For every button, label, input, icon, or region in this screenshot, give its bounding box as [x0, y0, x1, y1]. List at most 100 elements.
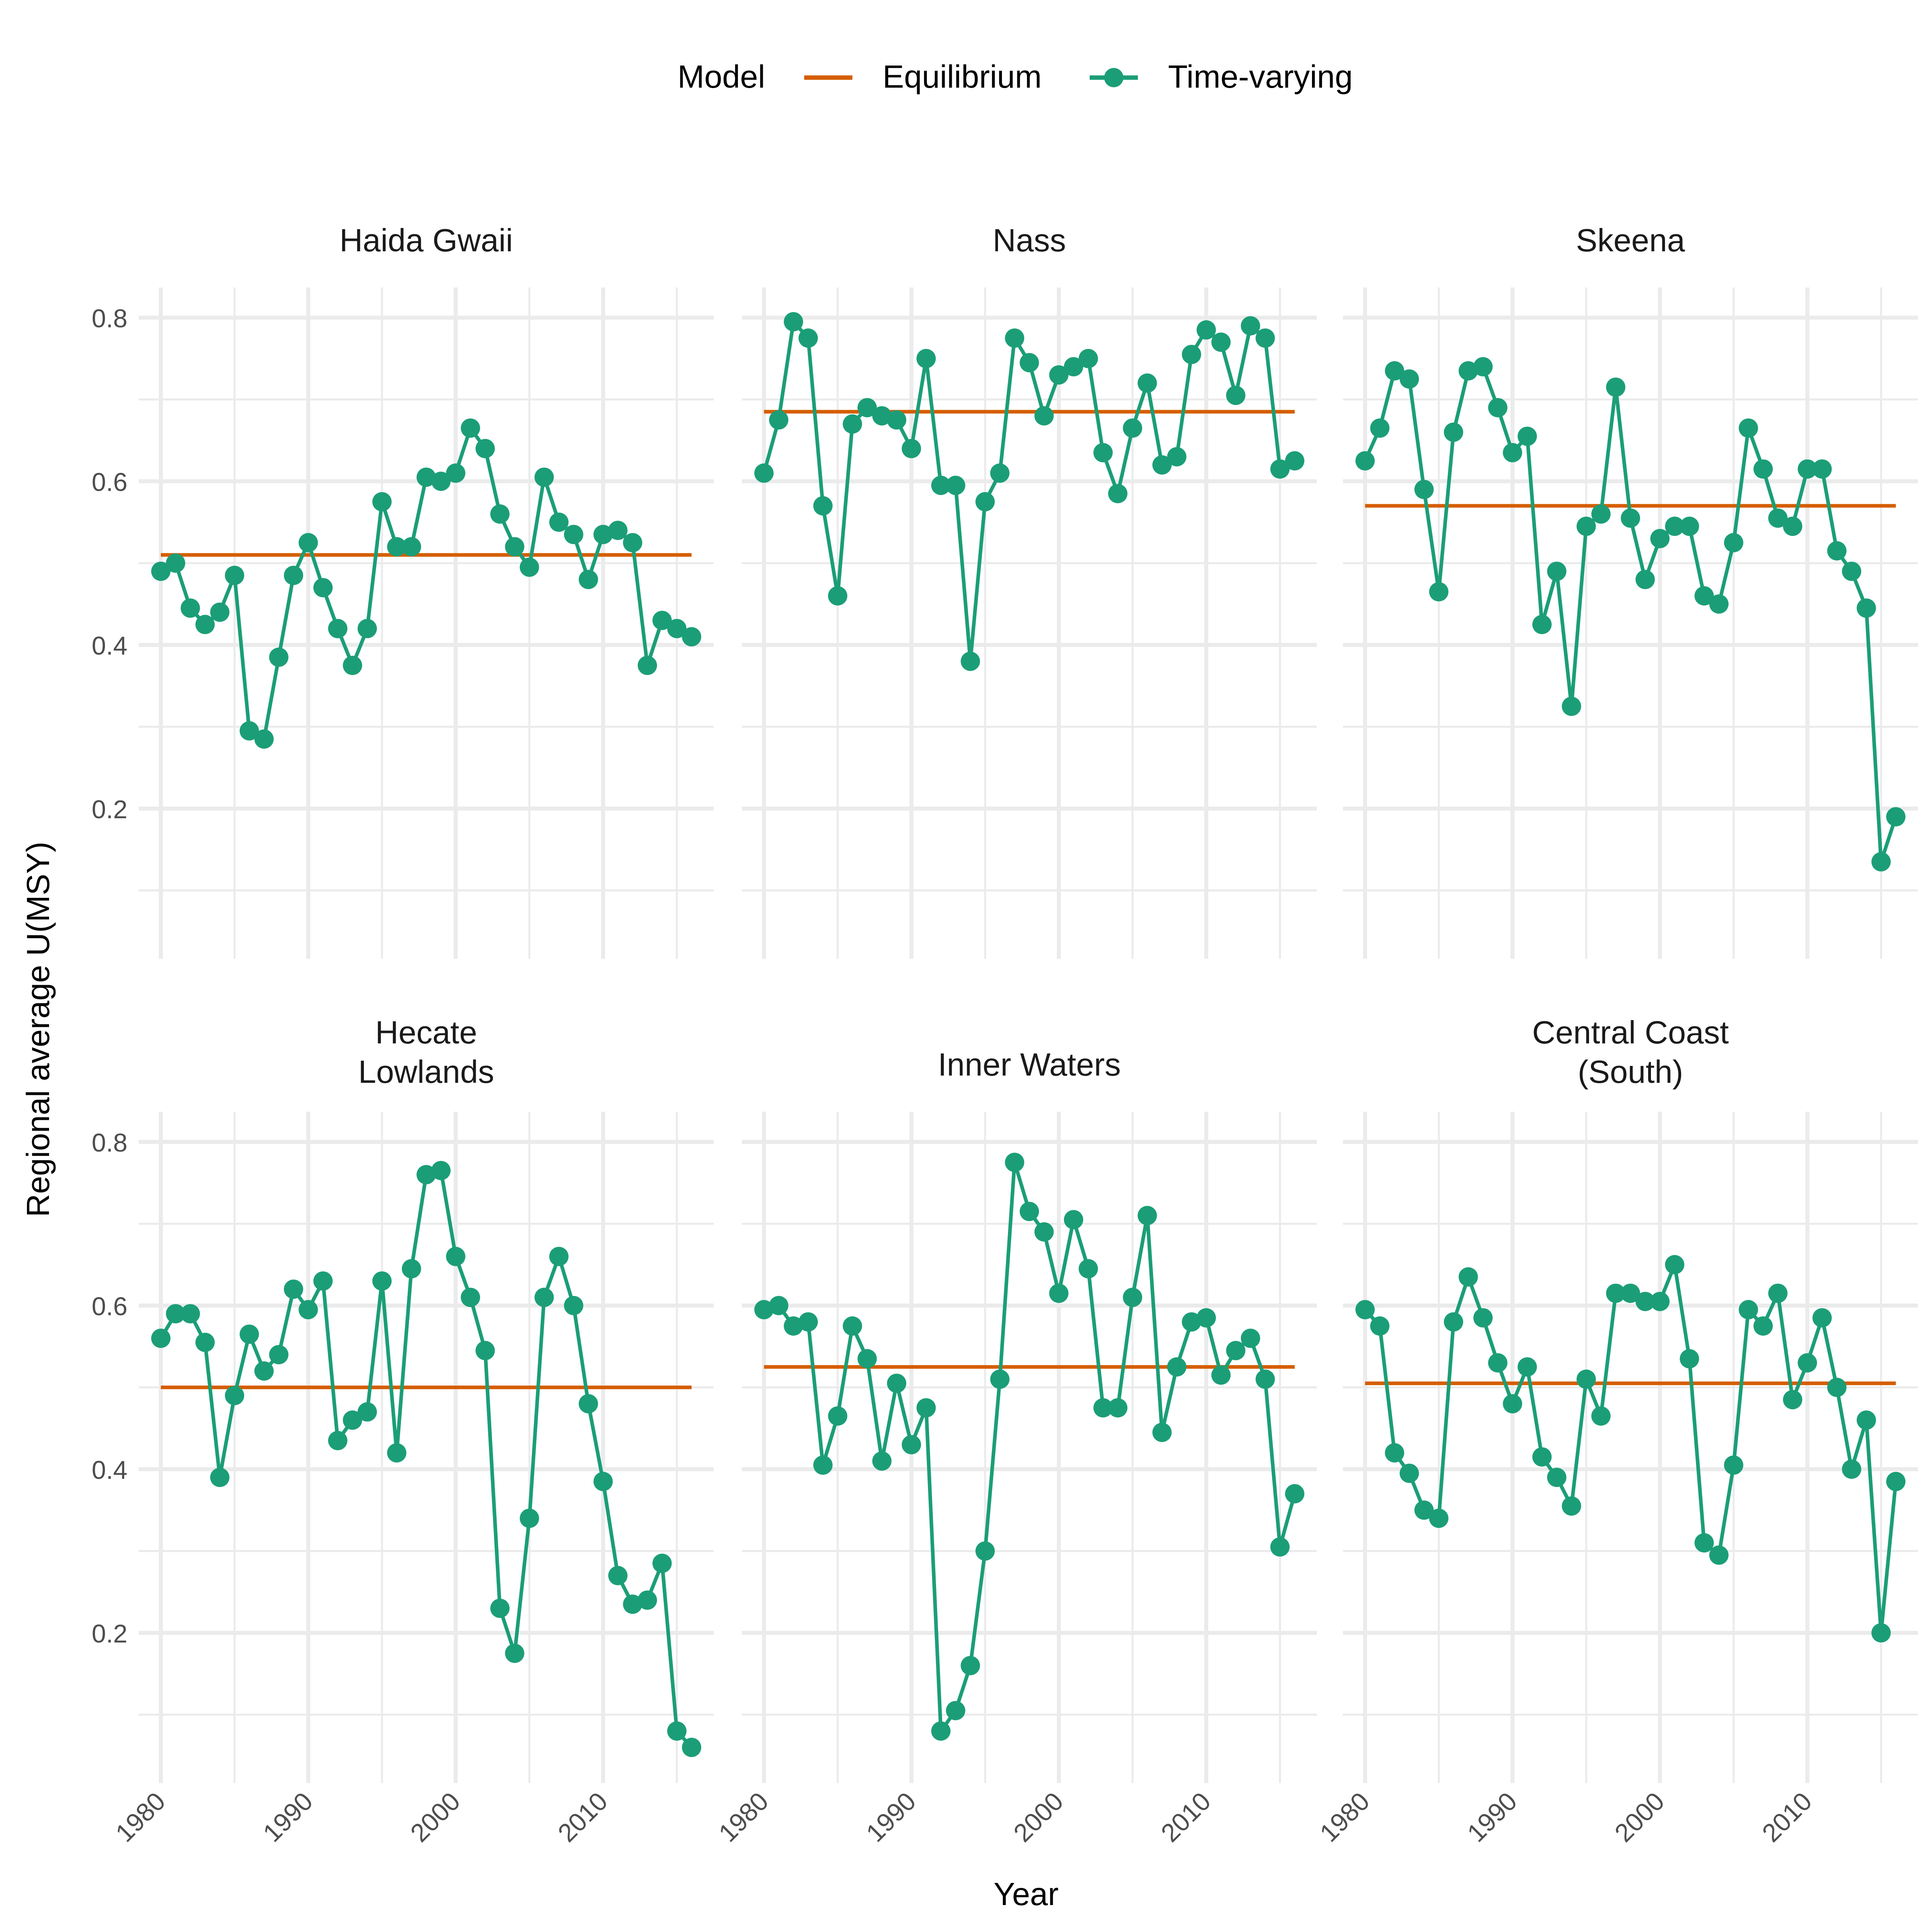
time-varying-point [1241, 316, 1260, 336]
time-varying-point [372, 492, 392, 511]
time-varying-point [1270, 459, 1290, 479]
time-varying-point [1842, 561, 1861, 581]
time-varying-point [1458, 361, 1478, 381]
time-varying-point [1621, 508, 1640, 528]
time-varying-point [372, 1271, 392, 1291]
time-varying-point [1739, 1300, 1758, 1320]
time-varying-point [328, 619, 347, 639]
time-varying-point [402, 537, 421, 556]
time-varying-point [1211, 1365, 1231, 1385]
time-varying-point [549, 1246, 569, 1266]
time-varying-point [357, 619, 377, 639]
time-varying-point [1255, 1369, 1275, 1389]
time-varying-point [638, 1590, 657, 1610]
time-varying-point [1078, 1259, 1098, 1279]
time-varying-point [210, 1468, 230, 1487]
time-varying-point [1064, 357, 1083, 377]
panel-title: Inner Waters [938, 1047, 1121, 1082]
time-varying-point [1255, 328, 1275, 348]
legend-time-varying-label: Time-varying [1168, 59, 1353, 94]
time-varying-point [623, 1594, 643, 1614]
time-varying-point [843, 414, 862, 434]
time-varying-point [1606, 377, 1626, 397]
time-varying-point [519, 1509, 539, 1528]
time-varying-point [1635, 1291, 1655, 1311]
time-varying-point [505, 537, 524, 556]
time-varying-point [519, 557, 539, 577]
facet-panels: Haida Gwaii 0.2 0.4 0.6 0.8 Nass Skeena Hecate L… [92, 222, 1918, 1848]
time-varying-point [1856, 598, 1876, 618]
time-varying-point [579, 570, 598, 589]
y-tick-label: 0.4 [92, 631, 127, 660]
time-varying-point [1285, 451, 1304, 471]
time-varying-point [1182, 345, 1201, 364]
time-varying-point [769, 1296, 788, 1315]
time-varying-point [1182, 1312, 1201, 1332]
time-varying-point [431, 1161, 451, 1181]
panel-title: Lowlands [358, 1054, 494, 1090]
time-varying-point [461, 1287, 480, 1307]
time-varying-point [1665, 1255, 1684, 1275]
time-varying-point [269, 1345, 289, 1365]
time-varying-point [1724, 533, 1743, 552]
time-varying-point [1665, 516, 1684, 536]
legend-time-varying-marker [1104, 68, 1123, 87]
time-varying-point [1871, 1623, 1891, 1643]
time-varying-point [754, 1300, 774, 1320]
time-varying-point [593, 1472, 613, 1491]
time-varying-point [667, 1721, 687, 1741]
time-varying-point [784, 1316, 803, 1336]
time-varying-point [813, 496, 833, 516]
time-varying-point [1370, 1316, 1390, 1336]
time-varying-point [1842, 1460, 1861, 1479]
time-varying-point [961, 651, 980, 671]
time-varying-point [1226, 386, 1246, 405]
time-varying-point [579, 1394, 598, 1414]
y-tick-label: 0.4 [92, 1456, 127, 1484]
time-varying-point [1049, 365, 1069, 385]
time-varying-point [990, 1369, 1010, 1389]
time-varying-point [1429, 582, 1449, 602]
panel-title: Hecate [375, 1014, 477, 1050]
time-varying-point [240, 1324, 259, 1344]
time-varying-point [210, 602, 230, 622]
time-varying-point [623, 533, 643, 552]
time-varying-point [534, 1287, 554, 1307]
time-varying-point [284, 566, 303, 585]
time-varying-point [608, 521, 628, 540]
time-varying-point [1503, 443, 1522, 462]
time-varying-point [475, 439, 495, 458]
time-varying-point [195, 615, 215, 634]
time-varying-point [1694, 586, 1714, 606]
time-varying-point [1724, 1455, 1743, 1475]
time-varying-point [1152, 455, 1172, 475]
time-varying-point [1768, 1283, 1788, 1303]
time-varying-point [1621, 1283, 1640, 1303]
time-varying-point [1034, 1222, 1054, 1242]
time-varying-point [975, 492, 995, 511]
time-varying-point [1577, 1369, 1596, 1389]
time-varying-point [151, 1328, 170, 1348]
time-varying-point [1429, 1509, 1449, 1528]
y-tick-label: 0.6 [92, 1292, 127, 1321]
time-varying-point [608, 1566, 628, 1585]
time-varying-point [990, 463, 1010, 483]
panel-title: Central Coast [1532, 1014, 1729, 1050]
time-varying-point [1034, 406, 1054, 426]
time-varying-point [1562, 1496, 1581, 1516]
facet-panel: Nass [742, 222, 1317, 959]
time-varying-point [784, 312, 803, 332]
time-varying-point [1005, 1152, 1025, 1172]
time-varying-point [313, 578, 333, 597]
time-varying-point [166, 553, 185, 573]
panel-title: Nass [993, 222, 1066, 258]
x-axis-title: Year [994, 1876, 1059, 1912]
time-varying-point [1532, 1447, 1552, 1467]
time-varying-point [1886, 1472, 1905, 1491]
time-varying-point [1488, 1353, 1507, 1373]
time-varying-point [1123, 1287, 1142, 1307]
time-varying-point [1488, 398, 1507, 417]
time-varying-point [1798, 459, 1817, 479]
time-varying-point [887, 1374, 906, 1393]
